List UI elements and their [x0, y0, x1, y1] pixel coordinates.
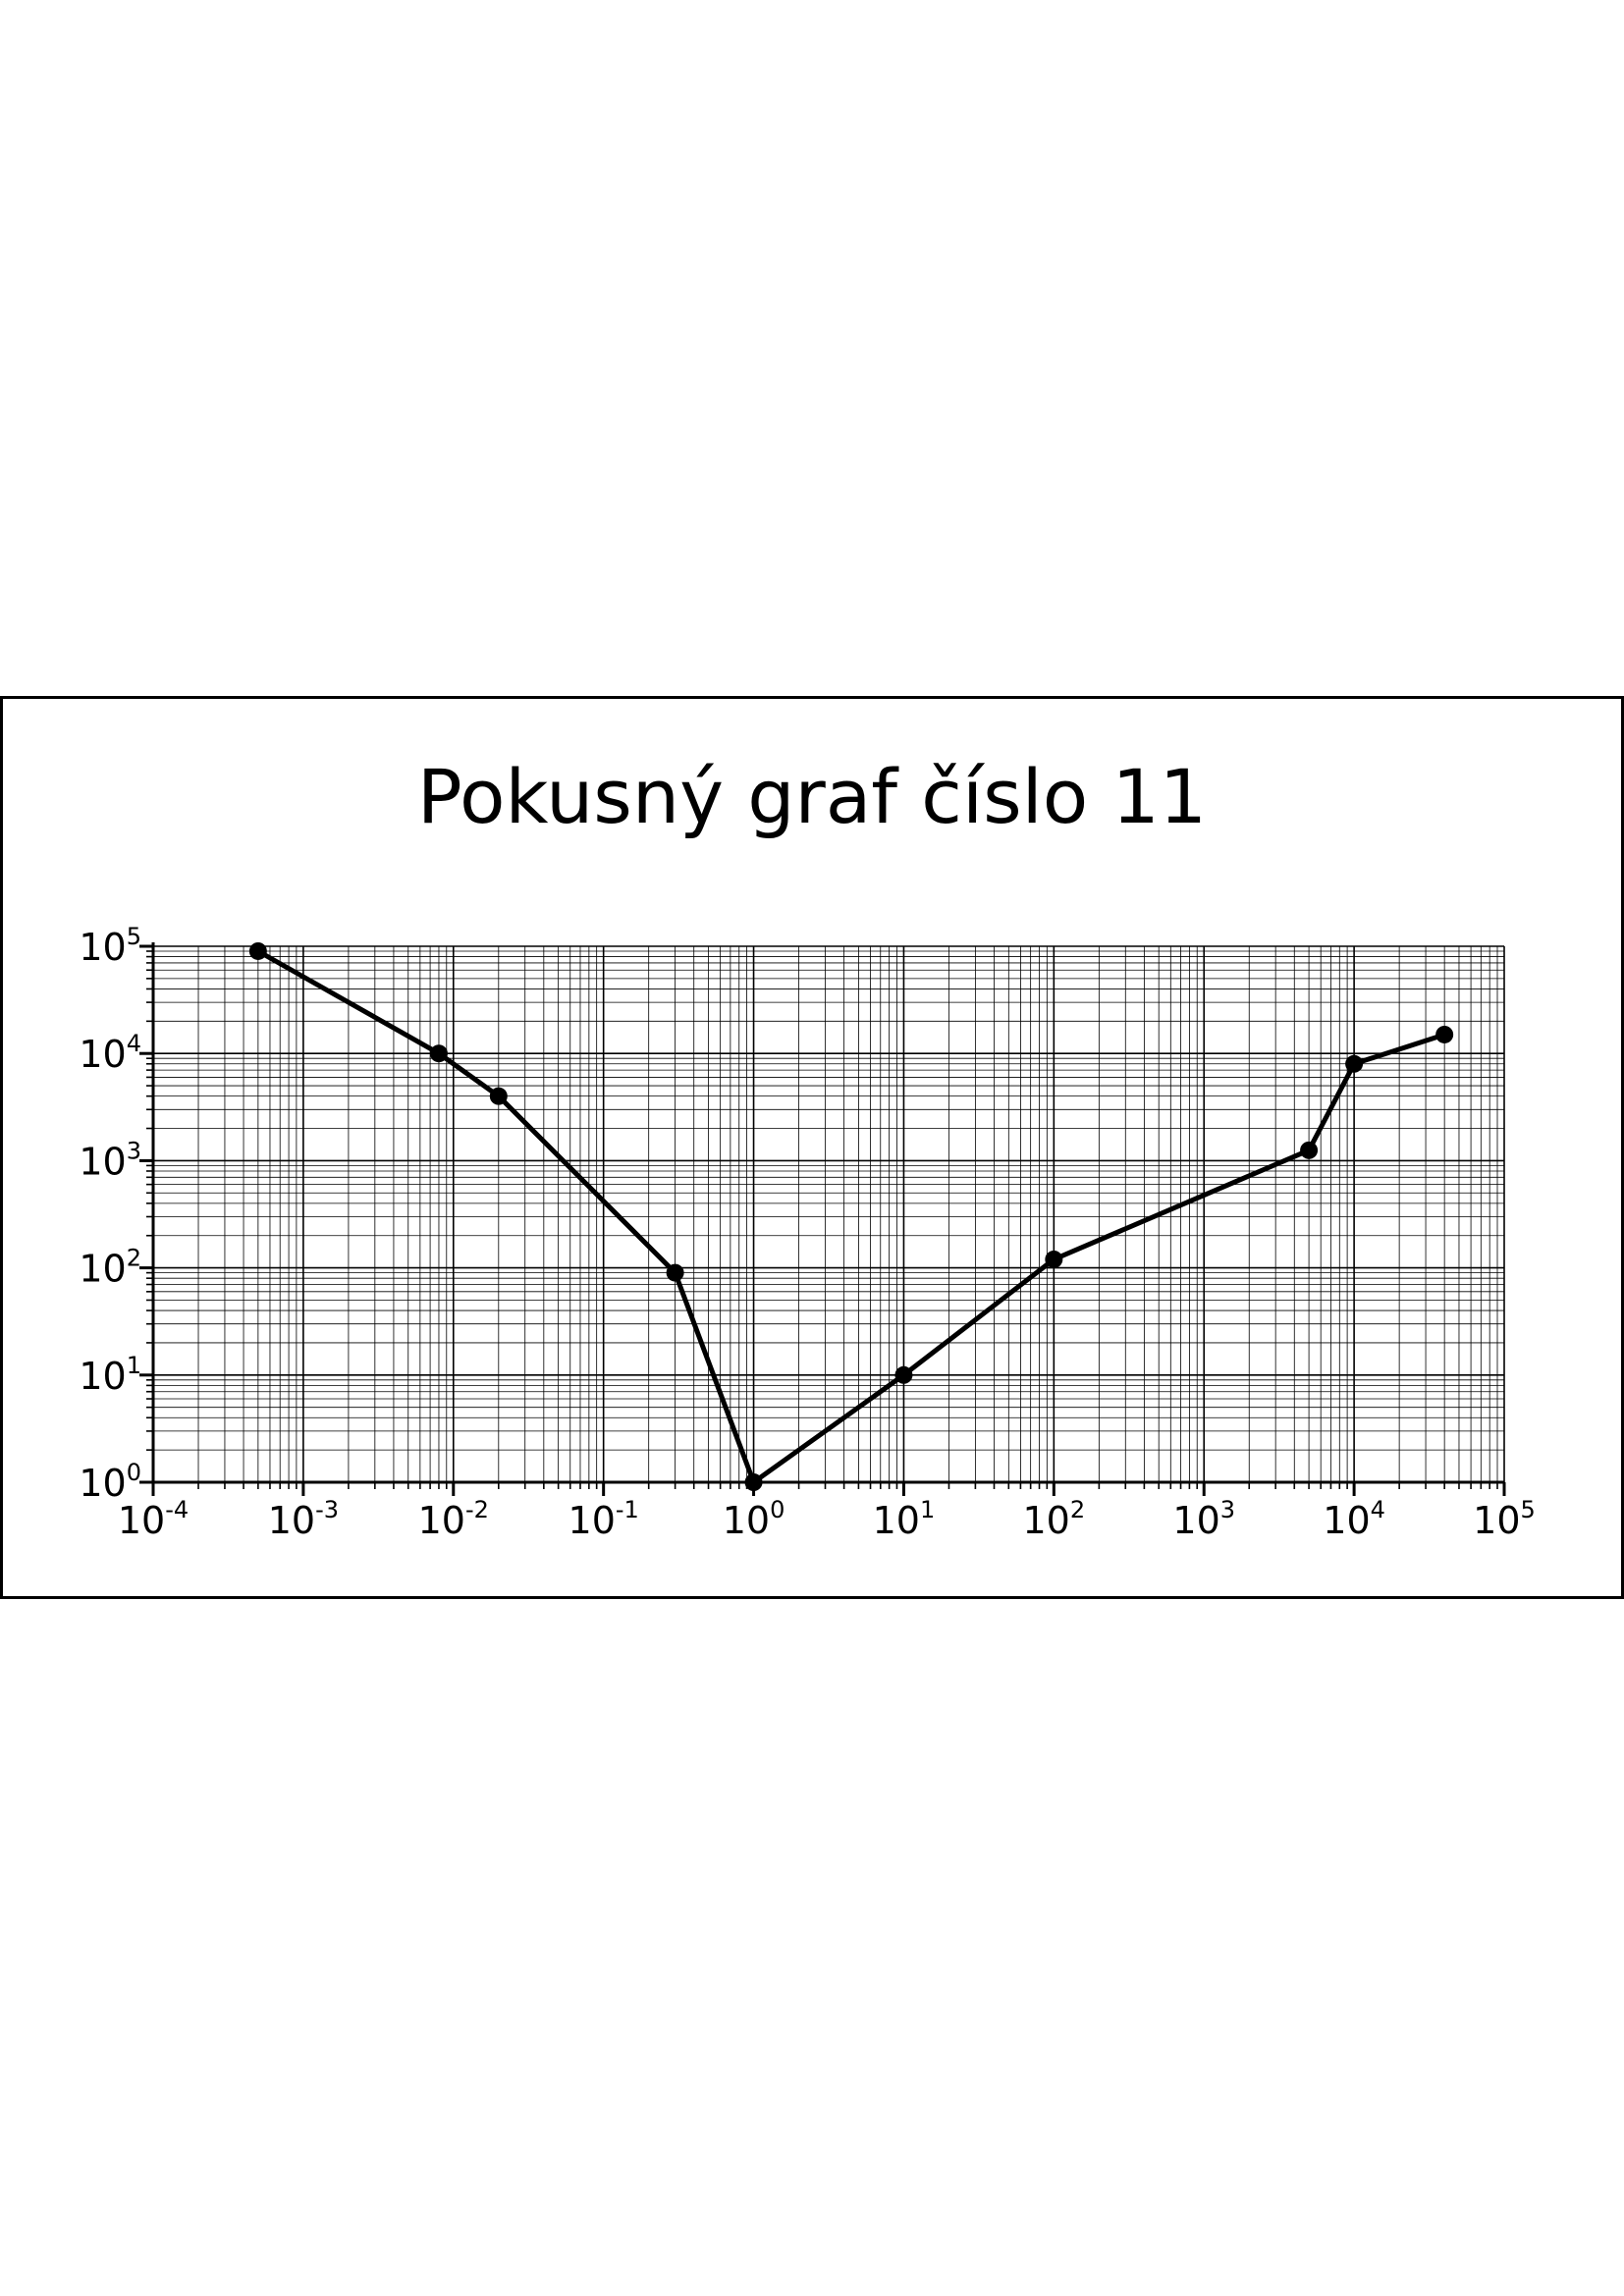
series-polyline — [255, 948, 1447, 1485]
axes — [139, 942, 1506, 1496]
data-point — [1045, 1250, 1063, 1268]
data-point — [489, 1087, 508, 1105]
x-tick-label: 103 — [1172, 1496, 1235, 1542]
x-tick-label: 10-1 — [568, 1496, 639, 1542]
y-tick-labels: 100 101 102 103 104 105 — [79, 923, 141, 1505]
x-tick-label: 102 — [1023, 1496, 1086, 1542]
series-points — [248, 941, 1454, 1491]
x-tick-label: 105 — [1473, 1496, 1536, 1542]
x-tick-label: 101 — [873, 1496, 936, 1542]
chart-plot: 10-4 10-3 10-2 10-1 100 101 102 103 104 105 10010… — [79, 923, 1536, 1542]
data-point — [1300, 1141, 1319, 1159]
grid-major — [152, 945, 1505, 1483]
data-point — [666, 1263, 684, 1282]
y-tick-label: 104 — [79, 1030, 141, 1076]
x-tick-label: 10-2 — [418, 1496, 489, 1542]
series-line — [255, 948, 1447, 1485]
x-tick-labels: 10-4 10-3 10-2 10-1 100 101 102 103 104 105 — [118, 1496, 1536, 1542]
y-tick-label: 101 — [79, 1352, 141, 1398]
data-point — [894, 1365, 913, 1384]
y-tick-label: 105 — [79, 923, 141, 969]
x-tick-label: 100 — [723, 1496, 785, 1542]
x-tick-label: 104 — [1323, 1496, 1385, 1542]
data-point — [744, 1473, 763, 1491]
y-tick-label: 102 — [79, 1245, 141, 1291]
grid-minor — [153, 946, 1504, 1482]
chart-title: Pokusný graf číslo 11 — [416, 753, 1208, 840]
x-tick-label: 10-3 — [268, 1496, 339, 1542]
data-point — [1345, 1054, 1364, 1073]
x-tick-label: 10-4 — [118, 1496, 189, 1542]
data-point — [248, 941, 267, 960]
data-point — [429, 1044, 448, 1063]
chart-frame: Pokusný graf číslo 11 10-4 10-3 10-2 10-1 10… — [0, 696, 1624, 1599]
y-tick-label: 103 — [79, 1137, 141, 1183]
data-point — [1435, 1025, 1454, 1043]
y-tick-label: 100 — [79, 1459, 141, 1505]
